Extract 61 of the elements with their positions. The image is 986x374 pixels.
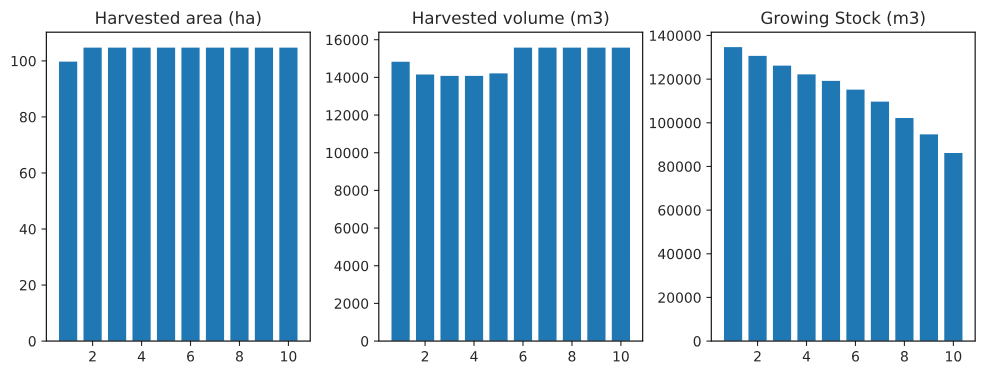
bar	[390, 60, 412, 342]
y-tick-label: 40	[20, 224, 36, 234]
x-tick-label: 10	[946, 351, 962, 362]
y-tick-label: 20000	[658, 292, 701, 303]
bar	[414, 73, 436, 342]
y-tick-label: 16000	[326, 34, 368, 46]
y-tick-label: 2000	[334, 298, 368, 309]
y-tick-label: 60000	[658, 205, 701, 216]
y-tick-label: 140000	[650, 30, 701, 41]
y-tick-label: 100	[12, 56, 36, 66]
x-tick-label: 6	[187, 351, 194, 362]
bar	[747, 54, 768, 342]
y-tick-label: 6000	[334, 223, 368, 234]
y-tick-label: 10000	[326, 148, 368, 158]
y-tick-label: 12000	[326, 110, 368, 121]
x-tick-label: 2	[422, 351, 428, 362]
bar	[894, 116, 915, 342]
bar	[918, 133, 940, 342]
y-tick-label: 0	[28, 336, 36, 347]
x-tick-label: 2	[89, 351, 96, 362]
y-tick-label: 80	[20, 112, 36, 122]
y-tick-label: 100000	[650, 118, 701, 128]
y-tick-label: 4000	[334, 260, 368, 272]
y-tick-label: 40000	[658, 248, 701, 260]
bar	[464, 74, 485, 342]
y-tick-label: 80000	[658, 161, 701, 172]
x-tick-label: 6	[520, 351, 527, 362]
x-tick-label: 2	[754, 351, 761, 362]
y-tick-label: 0	[694, 336, 701, 347]
bar	[942, 152, 964, 342]
chart-title: Harvested area (ha)	[96, 11, 260, 26]
x-tick-label: 10	[281, 351, 296, 362]
x-tick-label: 4	[470, 351, 478, 362]
bar	[796, 72, 817, 342]
bar	[772, 64, 793, 342]
bar	[536, 46, 558, 342]
chart-title: Harvested volume (m3)	[413, 11, 608, 26]
x-tick-label: 8	[236, 351, 243, 362]
y-tick-label: 120000	[650, 74, 701, 85]
y-tick-label: 0	[361, 336, 368, 347]
x-tick-label: 4	[802, 351, 810, 362]
bar	[488, 72, 509, 342]
bar	[610, 46, 632, 342]
bar	[561, 46, 582, 342]
y-tick-label: 8000	[334, 185, 368, 196]
bar	[512, 46, 534, 342]
x-tick-label: 10	[614, 351, 629, 362]
bar	[722, 46, 744, 342]
x-tick-label: 8	[568, 351, 576, 362]
x-tick-label: 6	[852, 351, 860, 362]
bar	[439, 74, 460, 342]
bar	[586, 46, 607, 342]
y-tick-label: 14000	[326, 72, 368, 83]
bar	[820, 80, 842, 342]
y-tick-label: 20	[20, 280, 36, 291]
bar	[869, 100, 890, 342]
x-tick-label: 8	[900, 351, 908, 362]
x-tick-label: 4	[138, 351, 146, 362]
chart-title: Growing Stock (m3)	[761, 11, 925, 28]
bar	[844, 88, 866, 342]
y-tick-label: 60	[20, 168, 36, 178]
